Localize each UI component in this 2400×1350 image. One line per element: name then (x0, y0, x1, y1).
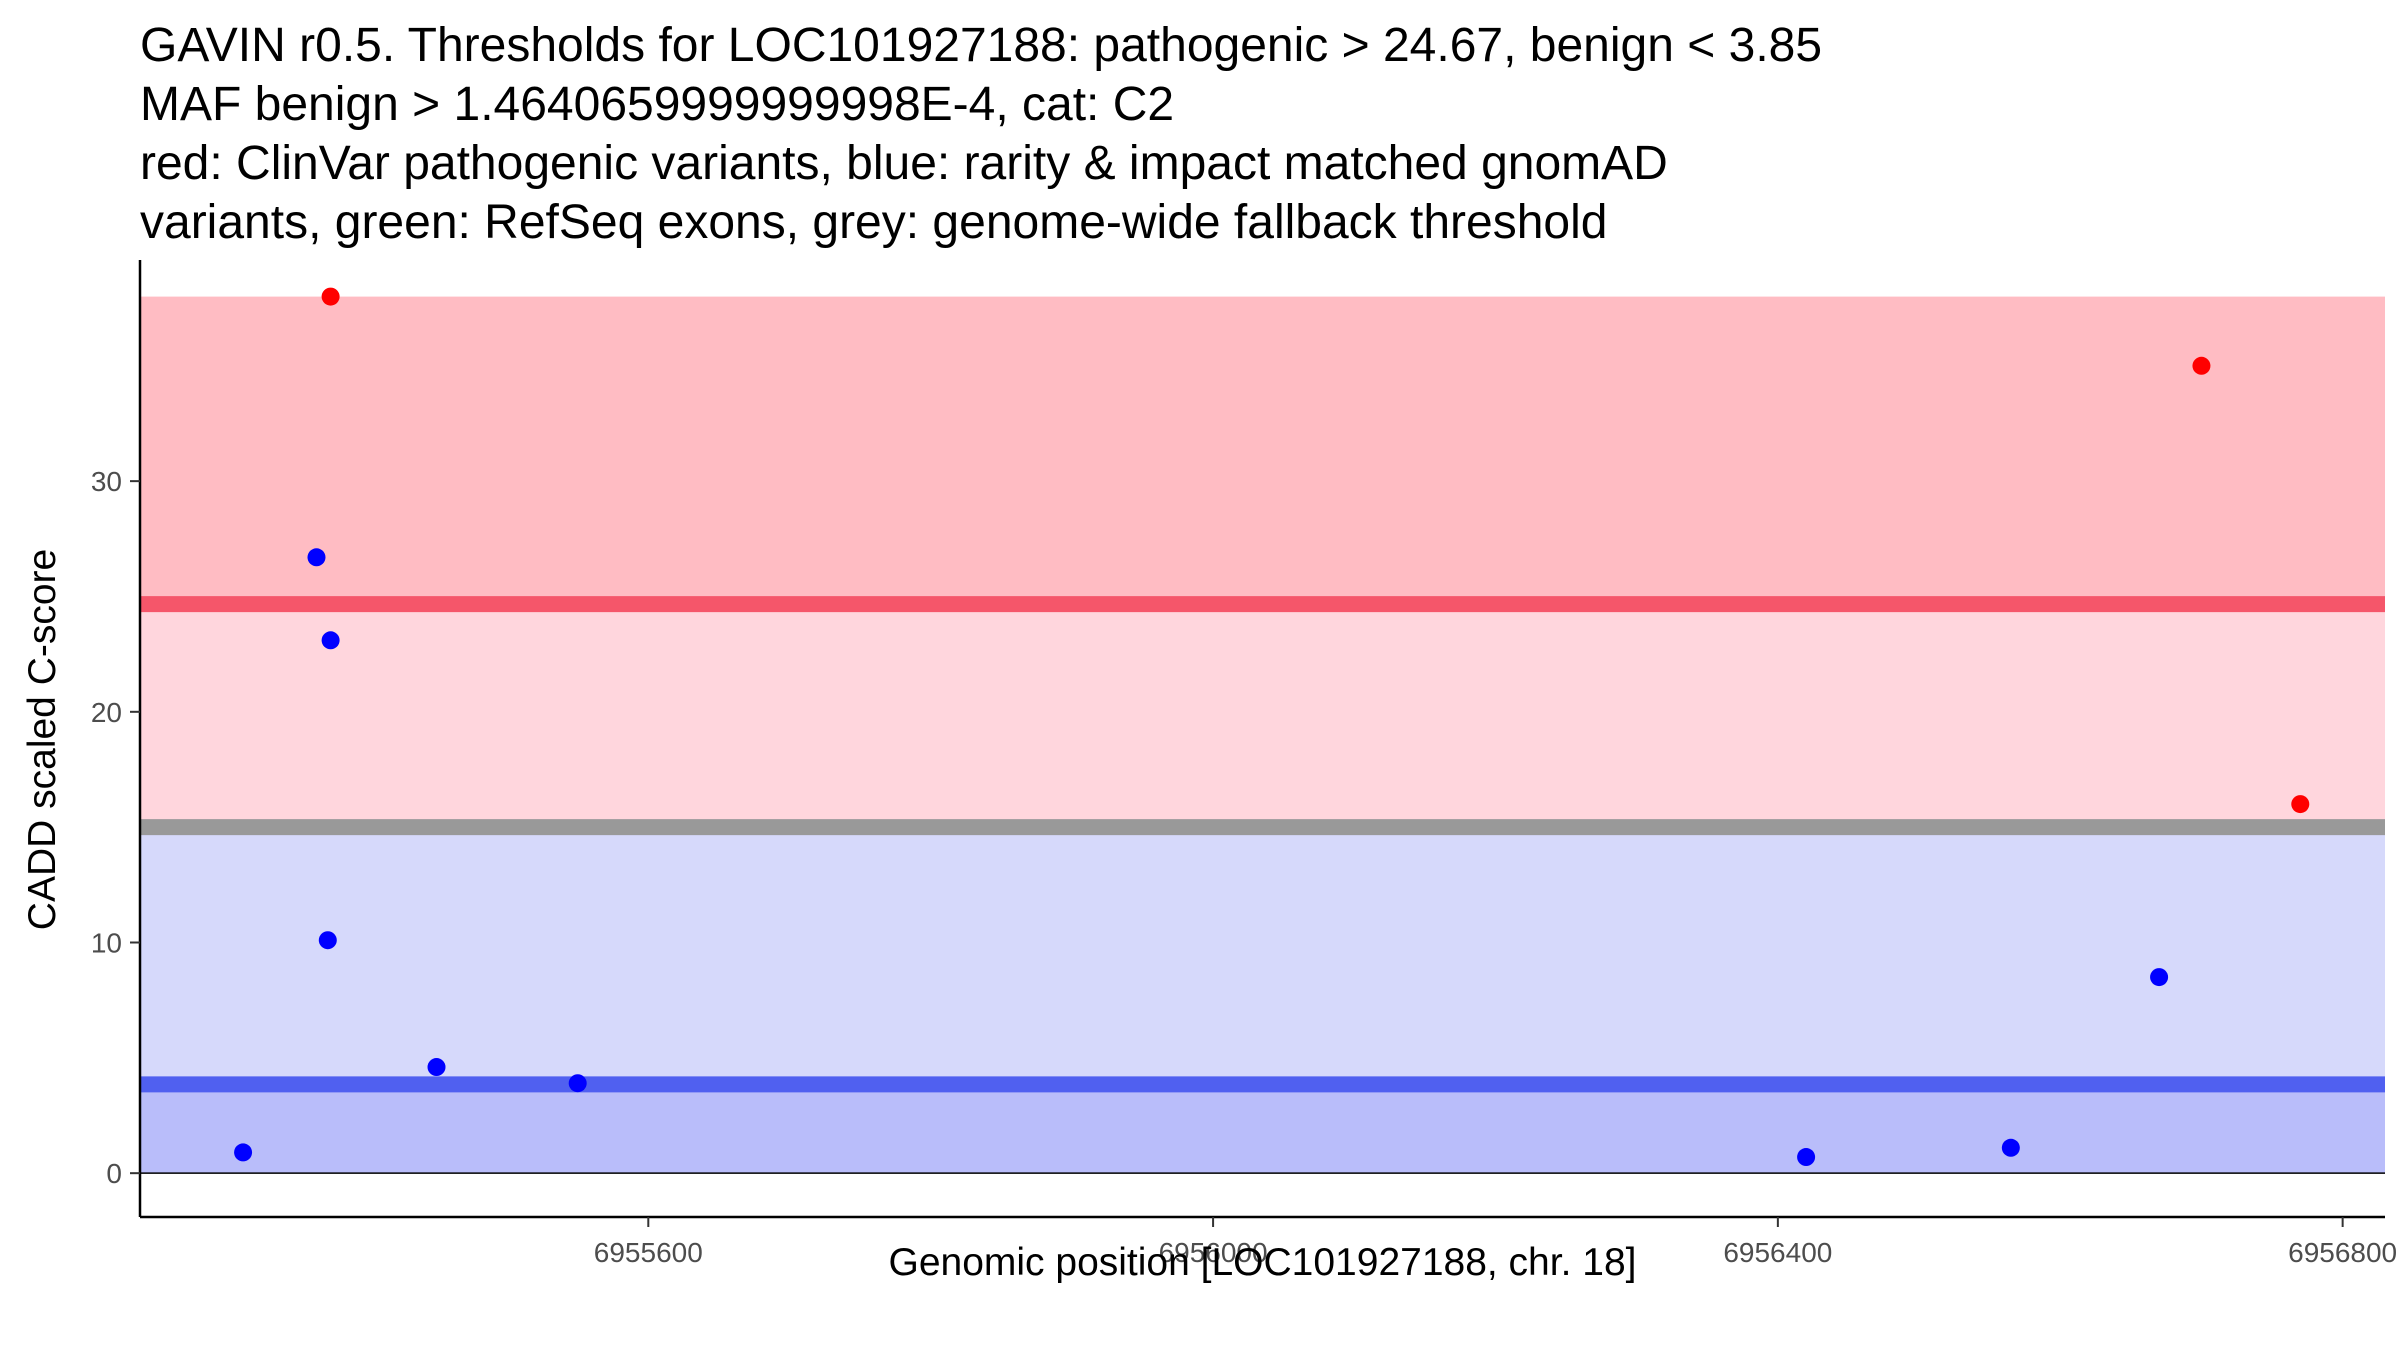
y-axis-title: CADD scaled C-score (21, 549, 64, 930)
pathogenic-region (140, 296, 2385, 605)
threshold-bands (140, 296, 2385, 1174)
title-line-1: GAVIN r0.5. Thresholds for LOC101927188:… (140, 19, 1823, 72)
y-tick-label: 0 (106, 1158, 122, 1189)
x-tick-label: 6955600 (594, 1237, 703, 1268)
data-point (321, 631, 340, 650)
benign-upper-region (140, 827, 2385, 1085)
x-axis-title: Genomic position [LOC101927188, chr. 18] (889, 1241, 1637, 1284)
data-point (318, 931, 337, 950)
x-tick-label: 6956000 (1159, 1237, 1268, 1268)
axes: 0 10 20 30 6955600 6956000 6956400 6956800 (91, 260, 2397, 1268)
y-tick-label: 30 (91, 466, 122, 497)
chart-title: GAVIN r0.5. Thresholds for LOC101927188:… (140, 16, 2360, 252)
title-line-4: variants, green: RefSeq exons, grey: gen… (140, 196, 1608, 249)
data-point (2150, 968, 2169, 987)
data-point (2192, 356, 2211, 375)
data-points (234, 287, 2310, 1167)
data-point (234, 1143, 253, 1162)
data-point (321, 287, 340, 306)
data-point (307, 548, 326, 567)
title-line-2: MAF benign > 1.4640659999999998E-4, cat:… (140, 78, 1175, 131)
data-point (427, 1058, 446, 1077)
title-line-3: red: ClinVar pathogenic variants, blue: … (140, 137, 1668, 190)
y-tick-label: 10 (91, 927, 122, 958)
intermediate-region (140, 604, 2385, 828)
data-point (568, 1074, 587, 1093)
data-point (1797, 1148, 1816, 1167)
data-point (2291, 795, 2310, 814)
benign-lower-region (140, 1084, 2385, 1174)
threshold-lines (140, 596, 2385, 1174)
data-point (2001, 1138, 2020, 1157)
x-tick-label: 6956800 (2288, 1237, 2397, 1268)
x-tick-label: 6956400 (1723, 1237, 1832, 1268)
y-tick-label: 20 (91, 697, 122, 728)
